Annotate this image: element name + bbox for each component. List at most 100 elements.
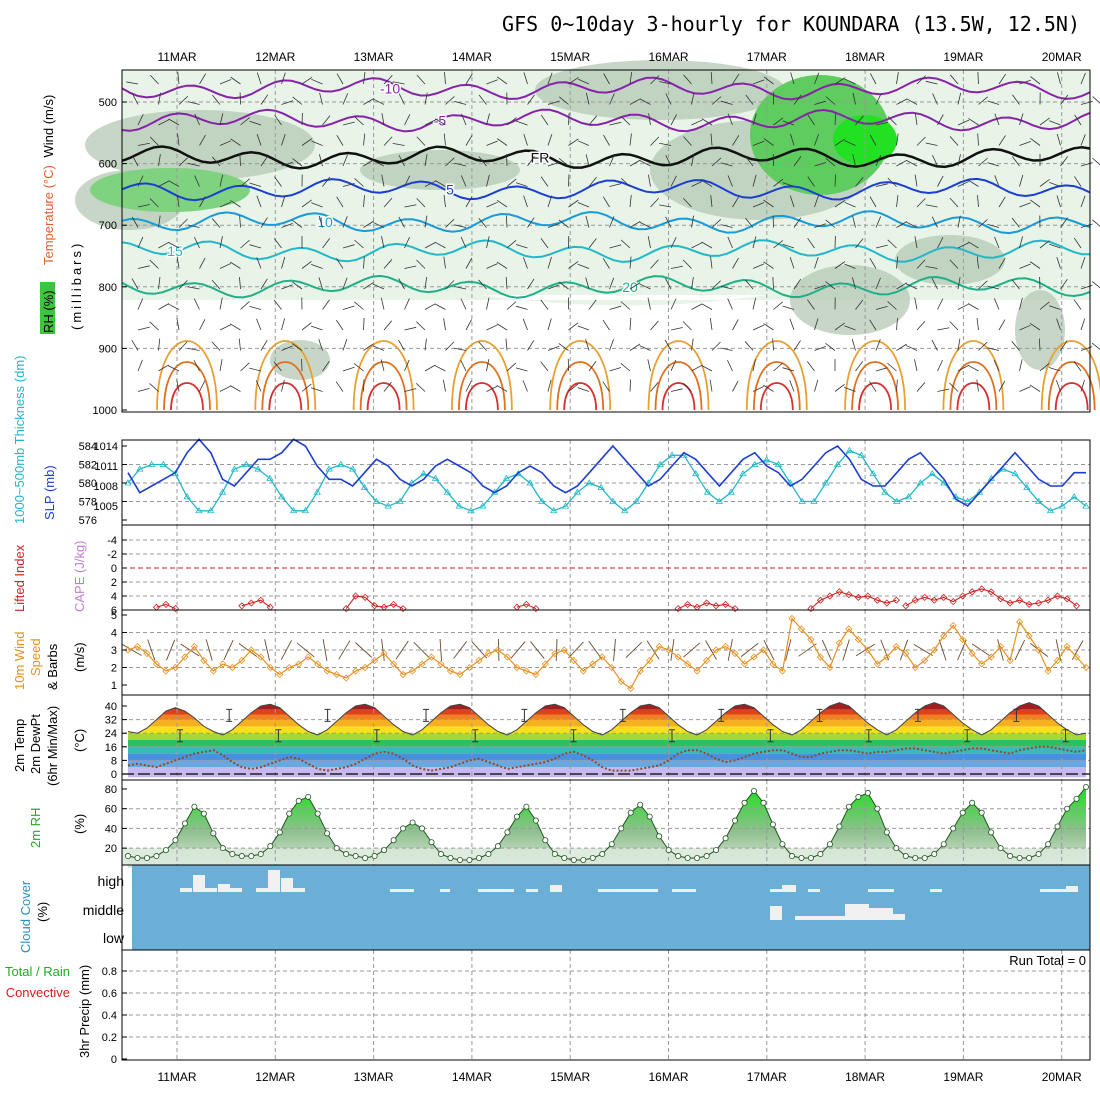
- wind-barb: [744, 341, 754, 351]
- wind-barb: [274, 114, 282, 126]
- wind10-speed-marker: [342, 674, 350, 682]
- wind-barb: [1074, 114, 1082, 126]
- wind-barb: [497, 76, 508, 85]
- lifted-index-marker: [1044, 596, 1052, 604]
- wind-barb: [363, 133, 366, 146]
- wind-barb: [1029, 322, 1041, 331]
- thickness-marker: [762, 456, 771, 463]
- wind10-barb: [453, 640, 468, 660]
- wind-barb: [701, 118, 713, 126]
- wind-barb: [392, 143, 405, 146]
- wind-barb: [603, 73, 610, 85]
- wind-barb: [540, 299, 549, 310]
- minmax-bar: [423, 708, 429, 722]
- wind10-speed-marker: [617, 677, 625, 686]
- lifted-index-marker: [892, 596, 900, 604]
- wind-barb: [949, 382, 959, 392]
- wind-barb: [398, 339, 405, 351]
- wind-barb: [1019, 79, 1031, 85]
- rh2m-marker: [485, 851, 492, 858]
- wind-barb: [506, 362, 517, 372]
- wind-barb: [416, 321, 426, 331]
- thickness-marker: [372, 497, 381, 504]
- run-total-label: Run Total = 0: [1009, 953, 1086, 968]
- wind-barb: [229, 385, 241, 392]
- lifted-index-marker: [238, 602, 246, 610]
- wind-barb: [629, 220, 641, 228]
- wind-barb: [291, 343, 303, 351]
- wind-barb: [887, 301, 897, 310]
- wind-barb: [732, 257, 739, 269]
- wind-barb: [978, 219, 988, 228]
- wind10-speed-marker: [845, 625, 853, 633]
- wind-barb: [292, 96, 303, 105]
- wind-barb: [670, 237, 677, 249]
- thickness-marker: [1046, 506, 1055, 514]
- wind-barb: [540, 361, 549, 372]
- y-tick-label: 4: [111, 591, 117, 603]
- wind-barb: [281, 318, 285, 331]
- wind-barb: [354, 116, 364, 126]
- rh2m-marker: [542, 837, 549, 844]
- cloud-block-high: [1040, 889, 1066, 892]
- cloud-block-high: [281, 878, 293, 892]
- temperature-contour-label: 5: [446, 181, 454, 197]
- wind-barb: [844, 387, 856, 392]
- wind-barb: [1080, 101, 1093, 105]
- thickness-marker: [349, 465, 357, 472]
- wind-barb: [558, 281, 569, 290]
- rh2m-marker: [769, 821, 776, 828]
- wind-barb: [665, 278, 672, 290]
- wind-barb: [670, 114, 677, 126]
- thickness-marker: [869, 469, 877, 477]
- temperature-contour: [121, 210, 1091, 235]
- wind10-speed-marker: [276, 670, 284, 679]
- wind-barb: [782, 120, 795, 126]
- wind10-speed-marker: [181, 653, 189, 661]
- wind-barb: [1019, 174, 1024, 187]
- wind-barb: [434, 303, 446, 310]
- thickness-marker: [313, 488, 321, 495]
- wind-barb: [937, 175, 944, 187]
- wind-barb: [710, 256, 713, 269]
- wind10-barb: [223, 639, 234, 661]
- wind10-speed-marker: [1025, 632, 1033, 640]
- wind-barb: [670, 265, 683, 269]
- y-tick-label: 8: [111, 755, 117, 767]
- wind-barb: [230, 76, 241, 85]
- wind-barb: [896, 318, 898, 331]
- rh2m-marker: [798, 855, 805, 862]
- rh2m-marker: [760, 799, 767, 806]
- thickness-marker: [195, 506, 203, 514]
- wind-barb: [506, 117, 517, 126]
- wind-barb: [239, 277, 241, 290]
- wind10-speed-marker: [684, 660, 692, 668]
- wind10-speed-marker: [494, 646, 502, 654]
- wind-barb: [1049, 243, 1061, 249]
- wind-barb: [744, 279, 754, 290]
- wind-barb: [825, 342, 836, 351]
- rh2m-marker: [1007, 853, 1014, 860]
- wind-barb: [158, 215, 161, 228]
- wind-barb: [424, 119, 436, 126]
- day-label-top: 18MAR: [845, 50, 885, 64]
- rh2m-marker: [409, 819, 416, 826]
- wind-barb: [978, 341, 988, 351]
- wind-barb: [322, 115, 331, 126]
- wind-barb: [710, 195, 713, 208]
- rh2m-marker: [931, 851, 938, 858]
- dewpt-label: 2m DewPt: [28, 714, 43, 774]
- wind-barb: [527, 94, 535, 105]
- wind-barb: [211, 218, 221, 228]
- wind10-speed-marker: [570, 656, 578, 665]
- wind-barb: [460, 360, 467, 372]
- y-tick-label: 3: [111, 645, 117, 657]
- precip-panel: 0 0.2 0.4 0.6 0.8 Total / Rain Convective 3h…: [5, 949, 1091, 1066]
- surface-temperature-loop: [949, 361, 998, 411]
- wind-barb: [814, 223, 827, 228]
- day-label-top: 17MAR: [747, 50, 787, 64]
- wind-barb: [752, 113, 757, 126]
- lifted-index-marker: [864, 592, 872, 600]
- wind-barb: [240, 178, 250, 187]
- wind-barb: [496, 261, 508, 269]
